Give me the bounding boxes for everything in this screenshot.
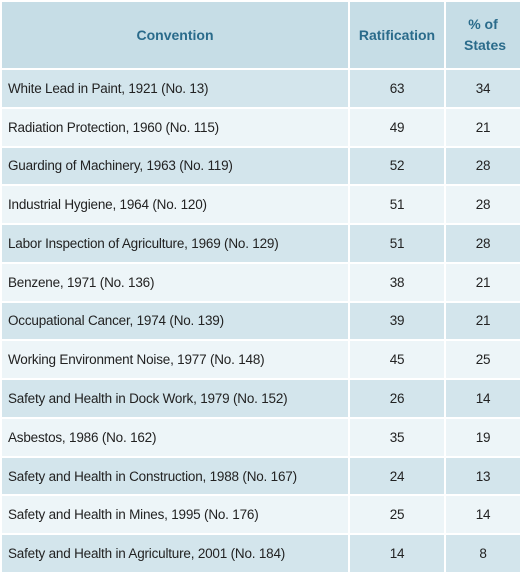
- convention-cell: Guarding of Machinery, 1963 (No. 119): [0, 145, 350, 187]
- convention-cell: Occupational Cancer, 1974 (No. 139): [0, 300, 350, 342]
- table-row: Safety and Health in Agriculture, 2001 (…: [0, 533, 520, 574]
- table-body: White Lead in Paint, 1921 (No. 13) 63 34 Ra…: [0, 68, 520, 574]
- number-cell: 51: [348, 184, 446, 226]
- table-row: Safety and Health in Dock Work, 1979 (No…: [0, 378, 520, 419]
- number-cell: 19: [444, 416, 520, 458]
- number-cell: 14: [444, 378, 520, 419]
- number-cell: 28: [444, 223, 520, 264]
- number-cell: 13: [444, 455, 520, 497]
- table-row: Radiation Protection, 1960 (No. 115) 49 21: [0, 106, 520, 148]
- convention-cell: Asbestos, 1986 (No. 162): [0, 416, 350, 458]
- number-cell: 21: [444, 261, 520, 303]
- convention-cell: Benzene, 1971 (No. 136): [0, 261, 350, 303]
- table-row: Benzene, 1971 (No. 136) 38 21: [0, 261, 520, 303]
- table-row: Asbestos, 1986 (No. 162) 35 19: [0, 416, 520, 458]
- table-row: Occupational Cancer, 1974 (No. 139) 39 21: [0, 300, 520, 342]
- header-cell: Convention: [0, 0, 350, 70]
- number-cell: 14: [348, 533, 446, 574]
- number-cell: 63: [348, 68, 446, 109]
- table-row: Labor Inspection of Agriculture, 1969 (N…: [0, 223, 520, 264]
- number-cell: 52: [348, 145, 446, 187]
- table-row: White Lead in Paint, 1921 (No. 13) 63 34: [0, 68, 520, 109]
- header-cell: % of States: [444, 0, 520, 70]
- number-cell: 28: [444, 184, 520, 226]
- number-cell: 25: [348, 494, 446, 536]
- number-cell: 26: [348, 378, 446, 419]
- number-cell: 25: [444, 339, 520, 381]
- convention-cell: Safety and Health in Construction, 1988 …: [0, 455, 350, 497]
- table-row: Guarding of Machinery, 1963 (No. 119) 52 2…: [0, 145, 520, 187]
- number-cell: 38: [348, 261, 446, 303]
- header-cell: Ratification: [348, 0, 446, 70]
- table-row: Safety and Health in Mines, 1995 (No. 17…: [0, 494, 520, 536]
- convention-cell: Industrial Hygiene, 1964 (No. 120): [0, 184, 350, 226]
- number-cell: 35: [348, 416, 446, 458]
- convention-cell: Safety and Health in Mines, 1995 (No. 17…: [0, 494, 350, 536]
- convention-cell: Radiation Protection, 1960 (No. 115): [0, 106, 350, 148]
- number-cell: 45: [348, 339, 446, 381]
- table-header: Convention Ratification % of States: [0, 0, 520, 70]
- convention-cell: Labor Inspection of Agriculture, 1969 (N…: [0, 223, 350, 264]
- table-row: Industrial Hygiene, 1964 (No. 120) 51 28: [0, 184, 520, 226]
- convention-cell: Safety and Health in Agriculture, 2001 (…: [0, 533, 350, 574]
- number-cell: 21: [444, 106, 520, 148]
- convention-cell: Safety and Health in Dock Work, 1979 (No…: [0, 378, 350, 419]
- number-cell: 39: [348, 300, 446, 342]
- header-row: Convention Ratification % of States: [0, 0, 520, 70]
- table-row: Safety and Health in Construction, 1988 …: [0, 455, 520, 497]
- number-cell: 21: [444, 300, 520, 342]
- number-cell: 28: [444, 145, 520, 187]
- number-cell: 8: [444, 533, 520, 574]
- convention-cell: Working Environment Noise, 1977 (No. 148…: [0, 339, 350, 381]
- number-cell: 34: [444, 68, 520, 109]
- number-cell: 14: [444, 494, 520, 536]
- convention-cell: White Lead in Paint, 1921 (No. 13): [0, 68, 350, 109]
- number-cell: 24: [348, 455, 446, 497]
- number-cell: 51: [348, 223, 446, 264]
- number-cell: 49: [348, 106, 446, 148]
- table-row: Working Environment Noise, 1977 (No. 148…: [0, 339, 520, 381]
